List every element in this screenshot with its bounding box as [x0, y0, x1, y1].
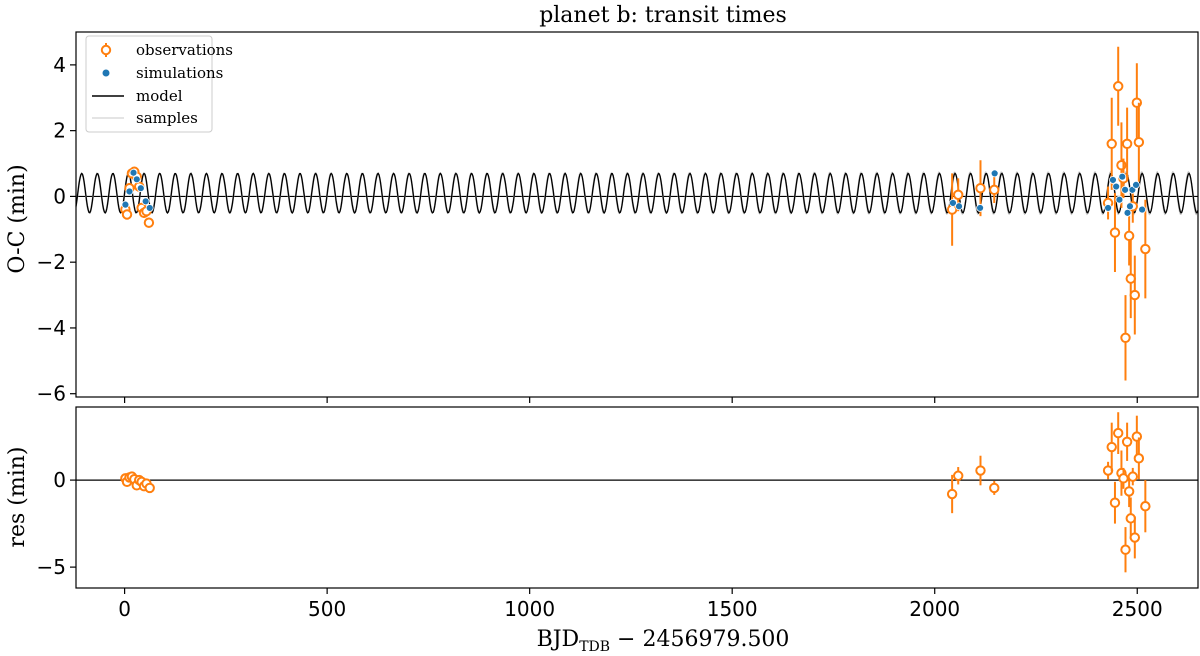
residual-point-20 — [1118, 473, 1129, 484]
simulation-point-3 — [132, 175, 141, 184]
observation-point-26 — [1129, 289, 1141, 301]
oc-frame — [75, 31, 1199, 398]
simulation-point-21 — [1138, 205, 1147, 214]
simulation-point-7 — [949, 199, 957, 207]
observation-point-13 — [975, 182, 986, 194]
oc-ylabel: O-C (min) — [5, 164, 30, 273]
simulation-point-2 — [129, 168, 138, 177]
simulation-point-8 — [955, 202, 963, 211]
res-ytick-label-1: 0 — [53, 468, 66, 492]
residual-point-21 — [1120, 544, 1131, 555]
residual-point-28 — [1133, 453, 1145, 464]
residual-point-22 — [1121, 436, 1133, 448]
residual-point-25 — [1127, 471, 1138, 482]
oc-panel: −6 −4 −2 0 2 4 — [37, 31, 1199, 406]
simulation-point-16 — [1121, 185, 1129, 194]
residual-point-11 — [946, 488, 958, 500]
oc-ytick-label-5: 4 — [53, 53, 66, 77]
xtick-label-1: 500 — [308, 597, 346, 621]
xtick-label-3: 1500 — [707, 597, 758, 621]
res-ylabel: res (min) — [5, 446, 30, 547]
oc-ytick-label-2: −2 — [37, 250, 66, 274]
simulation-point-11 — [1104, 204, 1112, 212]
residual-point-26 — [1129, 532, 1141, 543]
x-axis-label-main: BJD — [537, 627, 580, 652]
simulation-point-17 — [1123, 208, 1132, 217]
residual-point-17 — [1109, 497, 1121, 508]
observation-point-10 — [143, 217, 155, 228]
observation-point-24 — [1125, 273, 1136, 284]
observation-point-28 — [1133, 136, 1145, 148]
observation-point-14 — [989, 184, 1000, 196]
residual-point-13 — [975, 465, 986, 476]
legend-samples-label: samples — [136, 109, 198, 127]
residual-panel: −5 0 0 500 1000 1500 2000 2500 — [37, 406, 1199, 621]
observation-point-23 — [1123, 230, 1135, 242]
observation-point-16 — [1106, 138, 1117, 150]
residual-point-23 — [1123, 486, 1135, 497]
simulation-point-5 — [141, 197, 150, 206]
simulation-point-18 — [1126, 202, 1134, 211]
oc-ytick-label-4: 2 — [53, 119, 66, 143]
residual-point-16 — [1106, 441, 1117, 453]
res-ytick-label-0: −5 — [37, 555, 66, 579]
legend-simulations-label: simulations — [136, 64, 223, 82]
oc-ytick-label-1: −4 — [37, 316, 66, 340]
observation-point-17 — [1109, 227, 1121, 238]
oc-ytick-label-0: −6 — [37, 382, 66, 406]
observation-point-29 — [1140, 243, 1151, 255]
xtick-label-4: 2000 — [909, 597, 960, 621]
observation-point-1 — [121, 209, 133, 220]
observation-point-21 — [1120, 332, 1131, 344]
legend: observations simulations model samples — [85, 35, 233, 133]
residual-point-10 — [144, 482, 155, 494]
model-curve — [75, 172, 1199, 215]
simulation-point-13 — [1112, 182, 1121, 191]
xtick-label-0: 0 — [118, 597, 131, 621]
simulation-point-20 — [1132, 181, 1140, 189]
residual-point-18 — [1113, 427, 1124, 439]
legend-simulations-key — [102, 69, 110, 77]
simulation-point-1 — [125, 187, 134, 196]
legend-model-label: model — [136, 87, 183, 105]
observation-point-22 — [1121, 138, 1133, 150]
simulation-point-0 — [121, 200, 130, 209]
residual-point-24 — [1125, 513, 1136, 524]
x-axis-label-subscript: TDB — [579, 639, 610, 655]
simulation-point-10 — [990, 169, 999, 178]
legend-box — [85, 35, 213, 133]
residual-point-12 — [953, 470, 964, 481]
oc-ytick-label-3: 0 — [53, 184, 66, 208]
residual-point-14 — [989, 482, 1000, 494]
x-axis-label-offset: − 2456979.500 — [610, 627, 789, 652]
res-frame — [75, 406, 1199, 589]
simulation-point-6 — [145, 204, 154, 212]
xtick-label-2: 1000 — [504, 597, 555, 621]
simulation-point-14 — [1115, 195, 1124, 204]
legend-observations-label: observations — [136, 41, 233, 59]
observation-point-12 — [953, 189, 964, 200]
simulation-point-12 — [1109, 176, 1117, 184]
residual-point-29 — [1140, 501, 1151, 512]
simulation-point-9 — [976, 204, 984, 212]
chart-title: planet b: transit times — [539, 3, 787, 28]
observation-point-18 — [1113, 81, 1124, 92]
legend-observations-key — [100, 43, 112, 57]
simulation-point-4 — [136, 184, 145, 193]
xtick-label-5: 2500 — [1112, 597, 1163, 621]
x-axis-label: BJDTDB − 2456979.500 — [537, 627, 790, 655]
simulation-point-15 — [1118, 172, 1127, 181]
